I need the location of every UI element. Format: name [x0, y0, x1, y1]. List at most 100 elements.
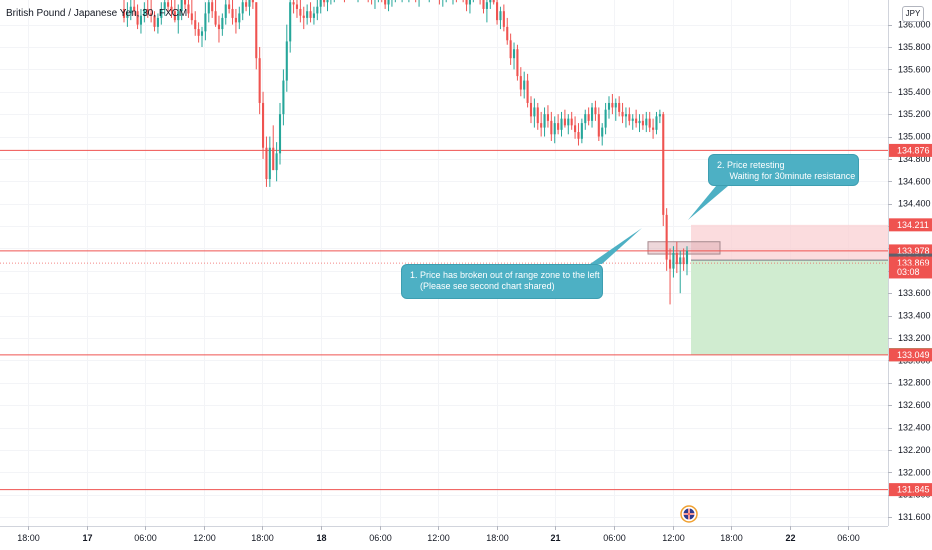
candle-body [231, 8, 234, 18]
candle-body [641, 120, 644, 126]
candle-body [326, 0, 329, 3]
candle-body [594, 107, 597, 115]
horizontal-levels[interactable] [0, 149, 888, 491]
candle-body [143, 8, 146, 16]
candle-body [234, 17, 237, 23]
time-tick-label: 18:00 [17, 533, 40, 543]
candle-body [200, 31, 204, 36]
candle-body [248, 0, 251, 7]
candle-body [262, 102, 265, 148]
time-tick-label: 12:00 [662, 533, 685, 543]
candle-body [306, 11, 309, 18]
candle-body [153, 15, 156, 27]
candle-body [679, 257, 682, 265]
candle-body [506, 26, 509, 41]
price-tick-label: 131.600 [898, 512, 931, 522]
candle-body [509, 40, 512, 59]
candle-body [580, 123, 583, 139]
economic-event-flag-icon[interactable] [680, 505, 698, 523]
candle-body [309, 11, 312, 18]
time-tick-label: 12:00 [427, 533, 450, 543]
candle-body [668, 259, 672, 269]
candle-body [614, 102, 617, 108]
currency-button[interactable]: JPY [902, 6, 924, 22]
candle-body [275, 153, 278, 171]
time-axis[interactable]: 18:00 17 06:00 12:00 18:00 18 06:00 12:00 18:00 2… [17, 526, 860, 543]
candle-body [387, 0, 390, 5]
annotation-line: 2. Price retesting [717, 160, 785, 170]
candle-body [285, 41, 288, 81]
annotation-pointer [590, 228, 642, 264]
price-tick-label: 132.600 [898, 400, 931, 410]
position-zones[interactable] [647, 224, 888, 355]
candle-body [499, 11, 502, 21]
candle-body [496, 2, 499, 21]
price-tag-label: 133.978 [897, 246, 930, 256]
annotation-retest-callout[interactable]: 2. Price retesting Waiting for 30minute … [708, 154, 859, 186]
candle-body [560, 118, 563, 130]
candle-body [624, 114, 628, 117]
candle-body [183, 0, 187, 5]
candle-body [685, 250, 689, 265]
candle-body [553, 123, 556, 135]
annotation-pointer [688, 186, 728, 220]
candle-body [228, 4, 231, 9]
candle-body [278, 114, 282, 154]
candle-body [180, 0, 183, 12]
candle-body [584, 114, 587, 124]
price-tag-badge [889, 143, 932, 157]
chart-title: British Pound / Japanese Yen, 30, FXCM [6, 8, 188, 19]
price-tag-badge [889, 265, 932, 279]
price-tag-badge [889, 218, 932, 232]
chart-overlays [590, 186, 728, 264]
candle-body [139, 15, 143, 25]
candle-body [170, 6, 173, 12]
candle-body [574, 125, 577, 133]
candle-body [465, 0, 468, 5]
candle-body [570, 118, 573, 126]
candle-body [645, 118, 648, 126]
candle-body [295, 4, 299, 9]
candle-body [621, 111, 624, 117]
candle-body [567, 118, 570, 126]
candle-body [658, 114, 661, 117]
candle-body [655, 116, 658, 130]
price-tick-label: 135.800 [898, 42, 931, 52]
candle-body [238, 13, 241, 23]
candle-body [211, 2, 214, 12]
candle-body [662, 114, 665, 215]
candle-body [384, 0, 387, 5]
candle-body [122, 8, 126, 18]
time-tick-label: 18:00 [486, 533, 509, 543]
candle-body [221, 17, 224, 30]
candlesticks [122, 0, 689, 305]
candle-body [485, 2, 488, 9]
price-tick-label: 132.400 [898, 423, 931, 433]
candle-body [533, 107, 536, 117]
candle-body [675, 252, 678, 265]
price-tag-badge [889, 483, 932, 497]
candle-body [468, 0, 471, 5]
candle-body [150, 13, 153, 16]
candle-body [204, 13, 207, 32]
price-tags: 134.876134.211133.978133.896133.86903:08… [889, 143, 932, 497]
candle-body [245, 2, 248, 7]
candle-body [516, 49, 519, 77]
candle-body [316, 6, 319, 14]
price-tick-label: 134.800 [898, 154, 931, 164]
time-tick-label: 22 [785, 533, 795, 543]
price-tick-label: 134.400 [898, 199, 931, 209]
candle-body [543, 114, 546, 128]
time-tick-label: 06:00 [837, 533, 860, 543]
candle-body [217, 24, 221, 30]
time-tick-label: 17 [82, 533, 92, 543]
price-tick-label: 132.800 [898, 378, 931, 388]
candle-body [282, 80, 285, 115]
stop-loss-zone [691, 224, 888, 261]
price-tag-label: 03:08 [897, 267, 920, 277]
candle-body [214, 11, 217, 25]
annotation-breakout-callout[interactable]: 1. Price has broken out of range zone to… [401, 264, 603, 299]
candle-body [268, 147, 271, 180]
candle-body [265, 147, 268, 180]
